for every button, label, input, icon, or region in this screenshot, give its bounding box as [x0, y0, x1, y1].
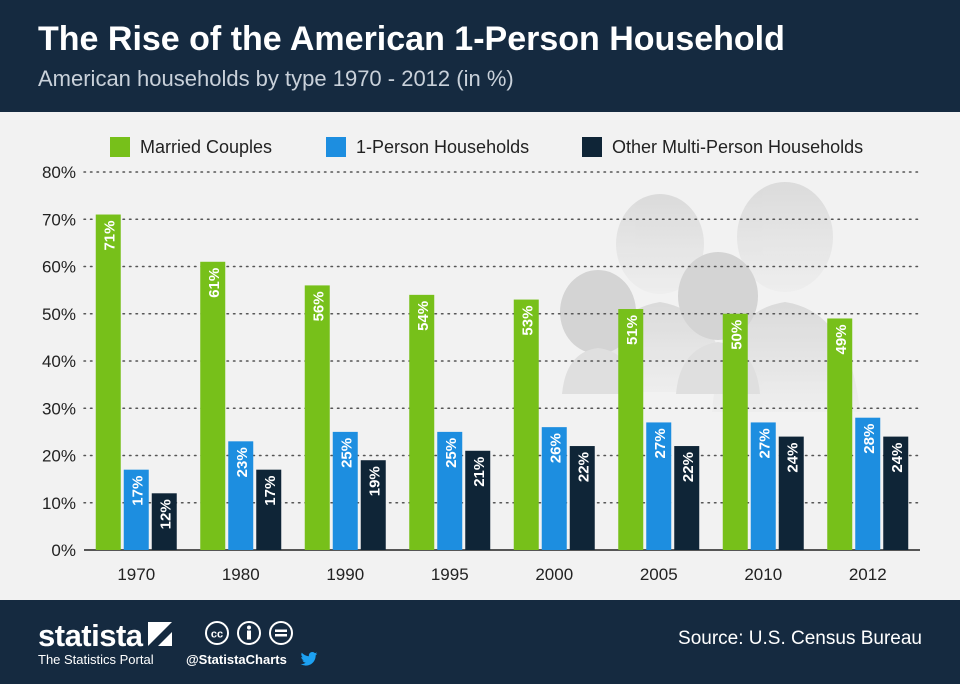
y-tick-label: 80% [42, 163, 76, 182]
data-label: 25% [443, 438, 460, 468]
bar-married-couples [513, 299, 539, 550]
data-label: 24% [889, 443, 906, 473]
bar-other-multi-person-households [674, 446, 700, 550]
data-label: 54% [415, 301, 432, 331]
legend-swatch [110, 137, 130, 157]
data-label: 61% [206, 268, 223, 298]
bar-married-couples [618, 309, 644, 550]
creative-commons-icon: cc [205, 621, 229, 645]
y-tick-label: 70% [42, 210, 76, 229]
twitter-icon[interactable] [300, 652, 318, 666]
data-label: 22% [680, 452, 697, 482]
y-tick-label: 40% [42, 352, 76, 371]
data-label: 27% [756, 428, 773, 458]
legend-label: 1-Person Households [356, 137, 529, 157]
footer: statista The Statistics Portal cc @Stati… [0, 600, 960, 684]
statista-logo-icon [148, 622, 172, 646]
license-icons[interactable]: cc [204, 620, 296, 646]
data-label: 71% [101, 221, 118, 251]
data-label: 23% [234, 447, 251, 477]
bar-other-multi-person-households [465, 450, 491, 550]
attribution-icon [237, 621, 261, 645]
twitter-handle[interactable]: @StatistaCharts [186, 652, 287, 667]
x-tick-label: 1970 [117, 565, 155, 584]
bar-married-couples [200, 261, 226, 550]
data-label: 19% [366, 466, 383, 496]
bar-1-person-households [541, 427, 567, 550]
data-label: 53% [519, 306, 536, 336]
bar-other-multi-person-households [256, 469, 282, 550]
y-tick-label: 30% [42, 399, 76, 418]
chart: 0% 10% 20% 30% 40% 50% 60% 70% 80% 71% 17% 12% 61% 2… [42, 137, 921, 584]
y-tick-label: 60% [42, 258, 76, 277]
data-label: 22% [575, 452, 592, 482]
data-label: 17% [129, 476, 146, 506]
bar-married-couples [304, 285, 330, 550]
bar-married-couples [95, 214, 121, 550]
bar-married-couples [722, 313, 748, 550]
chart-area: 0% 10% 20% 30% 40% 50% 60% 70% 80% 71% 17% 12% 61% 2… [0, 112, 960, 600]
no-derivatives-icon [269, 621, 293, 645]
bar-1-person-households [123, 469, 149, 550]
legend-label: Married Couples [140, 137, 272, 157]
y-tick-label: 10% [42, 494, 76, 513]
svg-text:cc: cc [211, 629, 223, 641]
x-tick-label: 2012 [849, 565, 887, 584]
bar-1-person-households [646, 422, 672, 550]
header: The Rise of the American 1-Person Househ… [0, 0, 960, 112]
legend-swatch [582, 137, 602, 157]
bar-married-couples [409, 294, 435, 550]
legend-item[interactable]: Married Couples [110, 137, 272, 157]
legend-item[interactable]: 1-Person Households [326, 137, 529, 157]
x-tick-label: 2000 [535, 565, 573, 584]
data-label: 27% [652, 428, 669, 458]
bar-1-person-households [437, 431, 463, 550]
bar-other-multi-person-households [883, 436, 909, 550]
y-tick-label: 50% [42, 305, 76, 324]
y-tick-label: 20% [42, 447, 76, 466]
bar-1-person-households [228, 441, 254, 550]
x-tick-label: 1990 [326, 565, 364, 584]
x-tick-label: 1980 [222, 565, 260, 584]
bar-married-couples [827, 318, 853, 550]
x-tick-label: 2010 [744, 565, 782, 584]
data-label: 26% [547, 433, 564, 463]
bar-1-person-households [750, 422, 776, 550]
bar-other-multi-person-households [151, 493, 177, 550]
bar-1-person-households [332, 431, 358, 550]
legend-swatch [326, 137, 346, 157]
source-note: Source: U.S. Census Bureau [678, 628, 922, 649]
data-label: 51% [624, 315, 641, 345]
x-tick-label: 2005 [640, 565, 678, 584]
portal-tagline: The Statistics Portal [38, 652, 154, 667]
data-label: 49% [833, 324, 850, 354]
data-label: 24% [784, 443, 801, 473]
data-label: 17% [262, 476, 279, 506]
legend-label: Other Multi-Person Households [612, 137, 863, 157]
people-group-icon [560, 182, 860, 412]
statista-brand[interactable]: statista [38, 618, 143, 653]
x-tick-label: 1995 [431, 565, 469, 584]
bar-other-multi-person-households [778, 436, 804, 550]
bar-other-multi-person-households [360, 460, 386, 550]
data-label: 21% [471, 457, 488, 487]
chart-title: The Rise of the American 1-Person Househ… [38, 20, 785, 58]
data-label: 28% [861, 424, 878, 454]
data-label: 12% [157, 499, 174, 529]
data-label: 25% [338, 438, 355, 468]
bar-1-person-households [855, 417, 881, 550]
data-label: 50% [728, 320, 745, 350]
data-label: 56% [310, 291, 327, 321]
y-tick-label: 0% [51, 541, 76, 560]
bar-other-multi-person-households [569, 446, 595, 550]
legend-item[interactable]: Other Multi-Person Households [582, 137, 863, 157]
chart-subtitle: American households by type 1970 - 2012 … [38, 66, 514, 91]
